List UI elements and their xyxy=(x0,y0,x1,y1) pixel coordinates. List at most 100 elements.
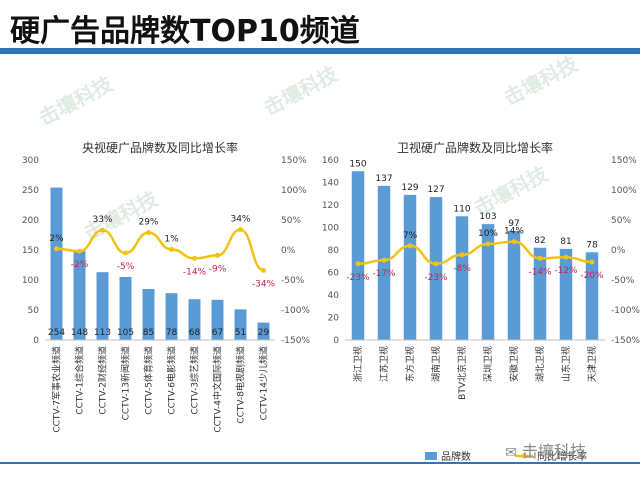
growth-value-label: 10% xyxy=(478,229,498,239)
bar-value-label: 150 xyxy=(349,159,366,169)
bar xyxy=(403,194,417,340)
growth-point xyxy=(485,241,491,247)
bar-value-label: 105 xyxy=(117,328,134,338)
footer-logo: ✉ 击壤科技 xyxy=(505,438,586,462)
growth-value-label: -23% xyxy=(346,273,370,283)
y-right-tick-label: 0% xyxy=(281,246,296,256)
y-right-tick-label: -50% xyxy=(281,276,305,286)
growth-value-label: -34% xyxy=(252,279,276,289)
y-left-tick-label: 140 xyxy=(322,179,339,189)
growth-point xyxy=(100,227,105,233)
bar xyxy=(142,289,155,340)
growth-value-label: -12% xyxy=(554,266,578,276)
x-tick-label: CCTV-4中文国际频道 xyxy=(212,346,224,433)
bar-value-label: 129 xyxy=(401,183,418,193)
chart-title: 央视硬广品牌数及同比增长率 xyxy=(82,140,238,155)
x-tick-label: 安徽卫视 xyxy=(508,346,520,382)
bar-value-label: 113 xyxy=(94,328,111,338)
growth-value-label: 33% xyxy=(92,215,112,225)
growth-point xyxy=(589,259,595,265)
bar xyxy=(96,272,109,340)
growth-value-label: 34% xyxy=(230,215,250,225)
growth-value-label: 14% xyxy=(504,227,524,237)
growth-value-label: -23% xyxy=(424,273,448,283)
page-title: 硬广告品牌数TOP10频道 xyxy=(10,14,360,49)
y-right-tick-label: -50% xyxy=(611,276,635,286)
growth-point xyxy=(381,257,387,263)
y-right-tick-label: 0% xyxy=(611,246,626,256)
y-right-tick-label: 150% xyxy=(281,156,307,166)
growth-point xyxy=(54,246,59,252)
x-tick-label: CCTV-6电影频道 xyxy=(166,346,178,415)
x-tick-label: 浙江卫视 xyxy=(352,346,364,382)
bar xyxy=(234,309,247,340)
x-tick-label: 湖北卫视 xyxy=(534,346,546,382)
growth-point xyxy=(537,255,543,261)
y-right-tick-label: -150% xyxy=(281,336,310,346)
y-right-tick-label: 50% xyxy=(281,216,301,226)
growth-value-label: -14% xyxy=(183,267,207,277)
growth-point xyxy=(511,239,517,245)
bar-value-label: 127 xyxy=(427,185,444,195)
x-tick-label: CCTV-13新闻频道 xyxy=(120,346,132,420)
bar xyxy=(585,252,599,340)
growth-value-label: 1% xyxy=(164,234,179,244)
y-left-tick-label: 0 xyxy=(33,336,39,346)
bar xyxy=(533,247,547,340)
bar-value-label: 82 xyxy=(534,236,545,246)
bar-value-label: 148 xyxy=(71,328,88,338)
x-tick-label: CCTV-5体育频道 xyxy=(143,346,155,415)
bar xyxy=(165,293,178,340)
bar xyxy=(455,216,469,340)
x-tick-label: 东方卫视 xyxy=(404,346,416,382)
growth-line xyxy=(357,240,593,266)
growth-point xyxy=(261,267,266,273)
y-left-tick-label: 160 xyxy=(322,156,339,166)
y-left-tick-label: 100 xyxy=(22,276,39,286)
y-left-tick-label: 50 xyxy=(28,306,40,316)
y-left-tick-label: 20 xyxy=(328,314,340,324)
bar-value-label: 78 xyxy=(586,240,598,250)
x-tick-label: 深圳卫视 xyxy=(482,346,494,382)
growth-value-label: -20% xyxy=(580,271,604,281)
bar-value-label: 254 xyxy=(48,328,65,338)
y-right-tick-label: -100% xyxy=(281,306,310,316)
bar-value-label: 110 xyxy=(453,204,470,214)
y-left-tick-label: 150 xyxy=(22,246,39,256)
legend-label: 品牌数 xyxy=(441,450,471,463)
y-right-tick-label: 50% xyxy=(611,216,631,226)
bar-value-label: 67 xyxy=(212,328,223,338)
legend-label: 同比增长率 xyxy=(537,450,587,463)
y-left-tick-label: 60 xyxy=(328,269,340,279)
growth-value-label: -5% xyxy=(117,262,135,272)
x-tick-label: CCTV-14少儿频道 xyxy=(258,346,270,420)
growth-point xyxy=(407,243,413,249)
growth-value-label: -9% xyxy=(209,264,227,274)
bar-value-label: 137 xyxy=(375,174,392,184)
growth-point xyxy=(77,248,82,254)
chart-title: 卫视硬广品牌数及同比增长率 xyxy=(397,140,553,155)
x-tick-label: 天津卫视 xyxy=(586,346,598,382)
growth-value-label: 7% xyxy=(403,231,418,241)
bar xyxy=(481,224,495,340)
bar-value-label: 103 xyxy=(479,212,496,222)
x-tick-label: 江苏卫视 xyxy=(378,346,390,382)
growth-value-label: -17% xyxy=(372,269,396,279)
bar xyxy=(50,187,63,340)
bar-value-label: 29 xyxy=(258,328,270,338)
x-tick-label: 湖南卫视 xyxy=(430,346,442,382)
bar-value-label: 81 xyxy=(560,237,571,247)
legend-swatch-bar xyxy=(425,452,437,460)
y-right-tick-label: -100% xyxy=(611,306,640,316)
title-divider xyxy=(0,48,640,54)
y-left-tick-label: 0 xyxy=(333,336,339,346)
footer-logo-text: 击壤科技 xyxy=(521,442,586,461)
growth-point xyxy=(459,252,465,258)
y-left-tick-label: 80 xyxy=(328,246,340,256)
y-left-tick-label: 40 xyxy=(328,291,340,301)
bar xyxy=(73,251,86,340)
bar xyxy=(559,248,573,340)
growth-point xyxy=(433,261,439,267)
